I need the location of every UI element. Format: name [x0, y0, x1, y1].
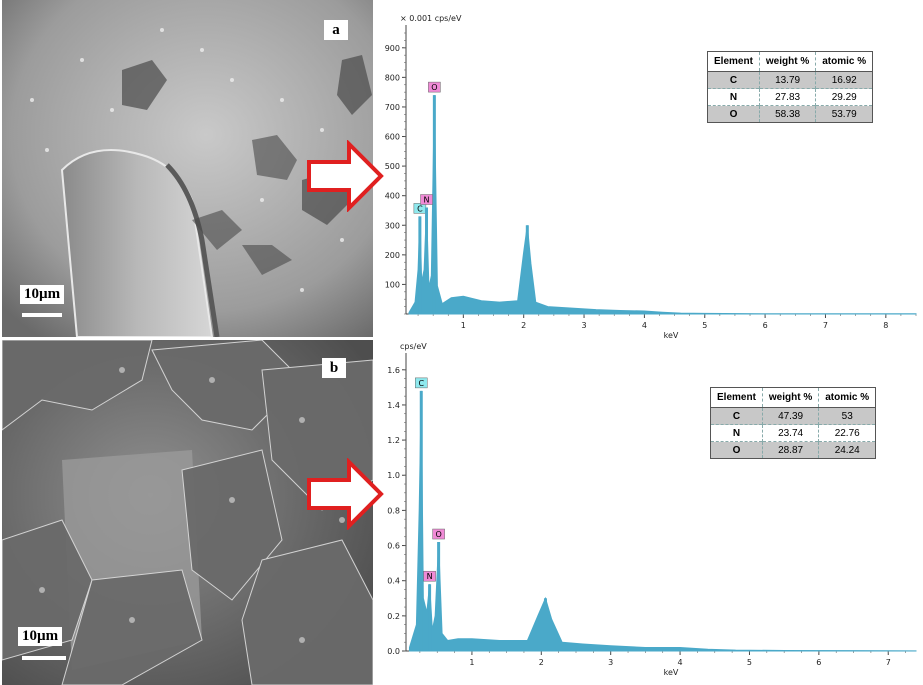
arrow-right-icon: [307, 140, 384, 212]
y-tick-label: 400: [385, 192, 400, 201]
atomic-cell: 24.24: [818, 441, 876, 459]
peak-tag-box: [423, 570, 436, 582]
x-tick-label: 7: [823, 321, 828, 330]
x-tick-label: 2: [539, 658, 544, 667]
atomic-cell: 29.29: [815, 88, 873, 106]
x-tick-label: 8: [883, 321, 888, 330]
atomic-cell: 53.79: [815, 105, 873, 123]
spectrum-area: [408, 390, 917, 652]
y-axis-label: cps/eV: [400, 342, 427, 351]
y-tick-label: 500: [385, 162, 400, 171]
header-weight: weight %: [761, 387, 819, 408]
peak-label: O: [431, 83, 437, 92]
panel-label-a: a: [324, 20, 348, 40]
x-tick-label: 3: [582, 321, 587, 330]
peak-tag-box: [420, 194, 433, 205]
y-axis-label: × 0.001 cps/eV: [400, 14, 462, 23]
peak-label: C: [418, 379, 424, 388]
element-cell: N: [707, 88, 760, 106]
scale-bar-b: [22, 656, 66, 660]
y-tick-label: 600: [385, 133, 400, 142]
y-tick-label: 1.4: [387, 401, 400, 410]
header-atomic: atomic %: [815, 51, 873, 72]
element-cell: O: [707, 105, 760, 123]
y-tick-label: 700: [385, 103, 400, 112]
sem-image-b: [2, 340, 373, 685]
y-tick-label: 0.8: [387, 506, 400, 515]
header-atomic: atomic %: [818, 387, 876, 408]
panel-label-b: b: [322, 358, 346, 378]
peak-label: N: [427, 572, 433, 581]
peak-label: O: [435, 530, 441, 539]
table-row: N 27.83 29.29: [707, 88, 873, 106]
weight-cell: 28.87: [761, 441, 819, 459]
table-row: C 47.39 53: [710, 407, 876, 425]
element-cell: C: [707, 71, 760, 89]
x-tick-label: 2: [521, 321, 526, 330]
y-tick-label: 0.0: [387, 647, 400, 656]
eds-spectrum-b: 0.0 0.2 0.4 0.6 0.8 1.0 1.2 1.4 1.6 1 2 3 4 5 6 7 cps/eV…: [376, 342, 921, 685]
peak-label: N: [424, 196, 430, 205]
weight-cell: 47.39: [761, 407, 819, 425]
x-tick-label: 4: [642, 321, 647, 330]
y-tick-label: 1.0: [387, 471, 400, 480]
y-tick-label: 0.6: [387, 542, 400, 551]
eds-spectrum-a: 100 200 300 400 500 600 700 800 900 1 2 3 4 5 6 7 8 × 0.0…: [376, 6, 921, 346]
x-tick-label: 6: [763, 321, 768, 330]
x-tick-label: 6: [816, 658, 821, 667]
atomic-cell: 53: [818, 407, 876, 425]
atomic-cell: 16.92: [815, 71, 873, 89]
element-cell: C: [710, 407, 763, 425]
y-tick-label: 100: [385, 280, 400, 289]
x-tick-label: 1: [469, 658, 474, 667]
x-tick-label: 5: [702, 321, 707, 330]
y-tick-label: 200: [385, 251, 400, 260]
weight-cell: 58.38: [758, 105, 816, 123]
spectrum-area: [408, 95, 917, 315]
x-axis-label: keV: [664, 331, 679, 340]
element-cell: N: [710, 424, 763, 442]
y-tick-label: 1.6: [387, 366, 400, 375]
table-header-row: Element weight % atomic %: [707, 51, 873, 72]
scale-bar-label-b: 10µm: [18, 627, 63, 646]
x-tick-label: 1: [461, 321, 466, 330]
y-tick-label: 300: [385, 221, 400, 230]
table-row: O 58.38 53.79: [707, 105, 873, 123]
header-element: Element: [710, 387, 763, 408]
x-tick-label: 4: [678, 658, 683, 667]
y-tick-label: 0.2: [387, 612, 400, 621]
table-row: N 23.74 22.76: [710, 424, 876, 442]
weight-cell: 13.79: [758, 71, 816, 89]
y-tick-label: 800: [385, 73, 400, 82]
table-header-row: Element weight % atomic %: [710, 387, 876, 408]
composition-table-b: Element weight % atomic % C 47.39 53 N 2…: [710, 387, 877, 459]
scale-bar-a: [22, 313, 62, 317]
y-tick-label: 0.4: [387, 577, 400, 586]
peak-label: C: [417, 204, 423, 213]
composition-table-a: Element weight % atomic % C 13.79 16.92 …: [707, 51, 874, 123]
arrow-right-icon: [307, 458, 384, 530]
weight-cell: 23.74: [761, 424, 819, 442]
header-weight: weight %: [758, 51, 816, 72]
element-cell: O: [710, 441, 763, 459]
scale-bar-label-a: 10µm: [20, 285, 65, 304]
peak-tag-box: [428, 81, 441, 93]
header-element: Element: [707, 51, 760, 72]
x-tick-label: 3: [608, 658, 613, 667]
x-tick-label: 7: [886, 658, 891, 667]
weight-cell: 27.83: [758, 88, 816, 106]
peak-tag-box: [432, 528, 445, 540]
atomic-cell: 22.76: [818, 424, 876, 442]
y-tick-label: 900: [385, 44, 400, 53]
table-row: O 28.87 24.24: [710, 441, 876, 459]
peak-tag-box: [415, 377, 428, 389]
table-row: C 13.79 16.92: [707, 71, 873, 89]
y-tick-label: 1.2: [387, 436, 400, 445]
x-axis-label: keV: [664, 668, 679, 677]
x-tick-label: 5: [747, 658, 752, 667]
